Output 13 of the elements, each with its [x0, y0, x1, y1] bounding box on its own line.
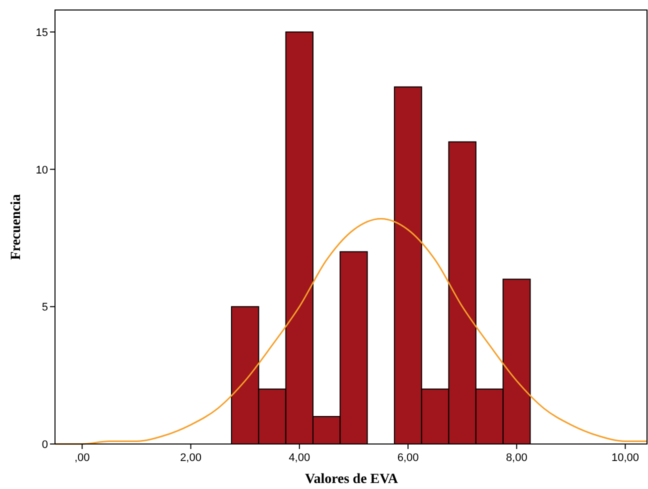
x-tick-label: 2,00: [180, 452, 202, 464]
line-series: [54, 218, 648, 445]
y-tick-label: 0: [42, 439, 48, 451]
y-tick-label: 5: [42, 302, 48, 314]
x-tick-label: ,00: [74, 452, 90, 464]
y-tick-label: 15: [36, 26, 48, 39]
x-tick-label: 10,00: [612, 452, 640, 464]
y-tick-label: 10: [36, 164, 48, 176]
x-tick-label: 8,00: [506, 452, 528, 464]
x-axis-title: Valores de EVA: [304, 472, 399, 487]
y-axis-title: Frecuencia: [9, 194, 24, 260]
x-tick-label: 4,00: [288, 452, 310, 464]
x-tick-label: 6,00: [397, 452, 419, 464]
